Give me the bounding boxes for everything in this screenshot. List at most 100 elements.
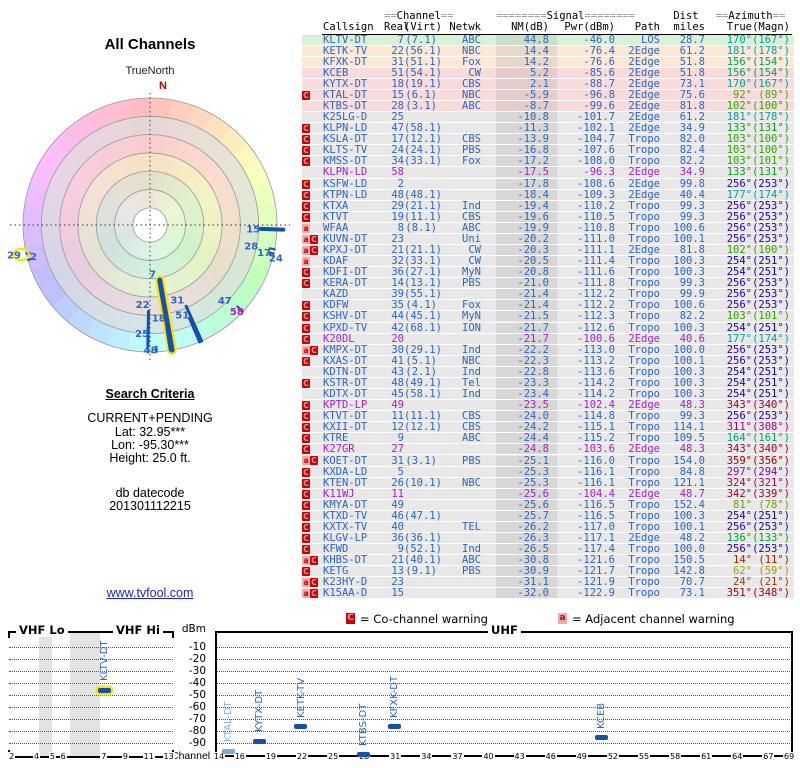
table-row: C KTXD-TV 46 (47.1) -25.7 -116.5 Tropo 100.3 254… — [302, 511, 794, 522]
column-header: (Magn) — [752, 21, 792, 35]
cell-path: Tropo — [628, 587, 660, 600]
cell-noise-margin: -19.9 — [496, 223, 557, 234]
cell-azimuth-magnetic: (131°) — [752, 166, 790, 179]
table-row: C KLGV-LP 36 (36.1) -26.3 -117.1 2Edge 48.2 136°… — [302, 532, 794, 545]
table-row: a C KOET-DT 31 (3.1) PBS -25.1 -116.0 Tropo 154.0… — [302, 454, 794, 467]
channel-tick-label: 46 — [544, 752, 557, 761]
north-letter: N — [159, 80, 167, 92]
cell-distance: 154.0 — [673, 454, 705, 467]
cell-callsign: WFAA — [323, 221, 349, 234]
cell-real-channel: 35 — [391, 299, 404, 312]
cell-warnings — [302, 167, 322, 177]
cell-power: -108.0 — [577, 155, 615, 168]
cell-noise-margin: -25.1 — [496, 455, 557, 466]
cell-virtual-channel: (29.1) — [404, 343, 442, 356]
cell-noise-margin: 2.1 — [496, 79, 557, 90]
cell-noise-margin: -16.8 — [496, 145, 557, 156]
cell-network: NBC — [462, 44, 481, 57]
cell-network: Fox — [462, 155, 481, 168]
tvfool-link[interactable]: www.tvfool.com — [106, 586, 194, 600]
cell-virtual-channel: (12.1) — [404, 421, 442, 434]
cell-distance: 100.1 — [673, 354, 705, 367]
cell-network: CW — [468, 66, 481, 79]
cell-virtual-channel: (21.1) — [404, 244, 442, 257]
radar-channel-label: 28 — [244, 241, 258, 252]
cell-real-channel: 48 — [391, 376, 404, 389]
cell-azimuth-magnetic: (154°) — [752, 66, 790, 79]
cell-azimuth-true: 256° — [726, 520, 752, 533]
cell-path: Tropo — [628, 221, 660, 234]
signal-group-header: ========Signal======== — [496, 9, 636, 22]
cell-warnings — [302, 79, 322, 89]
cell-power: -104.7 — [577, 133, 615, 146]
radar-marker-line — [165, 326, 171, 352]
cell-azimuth-true: 92° — [733, 88, 752, 101]
channel-tick-label: 69 — [783, 752, 796, 761]
cell-distance: 99.3 — [679, 277, 705, 290]
cell-path: Tropo — [628, 454, 660, 467]
cell-virtual-channel: (21.1) — [404, 199, 442, 212]
co-channel-warning-icon: C — [302, 279, 310, 289]
cell-path: 2Edge — [628, 88, 660, 101]
radar-channel-label: 22 — [136, 300, 150, 311]
channel-tick-label: 11 — [142, 752, 155, 761]
cell-distance: 81.8 — [679, 100, 705, 112]
uhf-label: UHF — [488, 623, 521, 637]
co-channel-warning-icon: C — [302, 489, 310, 499]
cell-noise-margin: -25.6 — [496, 500, 557, 511]
radar-channel-label: 17 — [257, 248, 271, 259]
cell-warnings: C — [302, 566, 322, 577]
dbm-gridline — [216, 671, 792, 672]
cell-azimuth-true: 103° — [726, 310, 752, 323]
co-channel-warning-icon: C — [302, 179, 310, 189]
cell-distance: 100.3 — [673, 509, 705, 522]
cell-azimuth-magnetic: (321°) — [752, 476, 790, 489]
cell-power: -104.4 — [577, 487, 615, 500]
adjacent-channel-warning-icon: a — [302, 223, 310, 233]
table-row: C K20DL 20 -21.7 -100.6 2Edge 40.6 177° (174°) — [302, 333, 794, 345]
cell-callsign: KPTD-LP — [323, 399, 368, 412]
cell-noise-margin: -24.8 — [496, 444, 557, 455]
dbm-axis-label: dBm — [181, 623, 206, 635]
cell-power: -117.4 — [577, 543, 615, 556]
cell-callsign: KTBS-DT — [323, 100, 368, 112]
cell-power: -102.1 — [577, 122, 615, 135]
cell-distance: 100.3 — [673, 321, 705, 334]
cell-warnings: C — [302, 444, 322, 455]
cell-path: 2Edge — [628, 77, 660, 90]
dbm-gridline — [9, 719, 173, 720]
co-channel-warning-icon: C — [302, 478, 310, 488]
cell-noise-margin: -10.8 — [496, 112, 557, 123]
cell-noise-margin: -25.7 — [496, 511, 557, 522]
signal-marker — [294, 724, 308, 730]
table-row: KDTX-DT 45 (58.1) Ind -23.4 -114.2 Tropo 100.3 2… — [302, 389, 794, 401]
cell-azimuth-true: 164° — [726, 432, 752, 445]
cell-noise-margin: -22.3 — [496, 356, 557, 367]
signal-marker — [594, 735, 608, 741]
cell-azimuth-magnetic: (253°) — [752, 520, 790, 533]
cell-virtual-channel: (36.1) — [404, 532, 442, 545]
cell-warnings: a — [302, 223, 322, 233]
co-channel-warning-icon: C — [302, 323, 310, 333]
cell-warnings: C — [302, 433, 322, 444]
cell-noise-margin: 14.2 — [496, 56, 557, 67]
cell-warnings: C — [302, 334, 322, 344]
cell-azimuth-magnetic: (253°) — [752, 277, 790, 290]
cell-network: MyN — [462, 266, 481, 279]
cell-power: -110.2 — [577, 199, 615, 212]
table-row: C KTRE 9 ABC -24.4 -115.2 Tropo 109.5 164° (161°) — [302, 432, 794, 445]
cell-real-channel: 28 — [391, 100, 404, 112]
cell-path: Tropo — [628, 376, 660, 389]
cell-callsign: KFXK-DT — [323, 55, 368, 68]
co-channel-legend-icon: C — [346, 613, 355, 624]
cell-azimuth-true: 254° — [726, 365, 752, 378]
cell-callsign: KDTN-DT — [323, 365, 368, 378]
cell-azimuth-magnetic: (78°) — [758, 498, 790, 511]
cell-azimuth-true: 181° — [726, 111, 752, 124]
table-row: C KTAL-DT 15 (6.1) NBC -5.9 -96.8 2Edge 75.6 92° (… — [302, 90, 794, 101]
cell-power: -112.2 — [577, 288, 615, 301]
cell-azimuth-true: 103° — [726, 144, 752, 157]
cell-power: -114.2 — [577, 376, 615, 389]
cell-real-channel: 31 — [391, 55, 404, 68]
cell-noise-margin: -30.9 — [496, 566, 557, 577]
